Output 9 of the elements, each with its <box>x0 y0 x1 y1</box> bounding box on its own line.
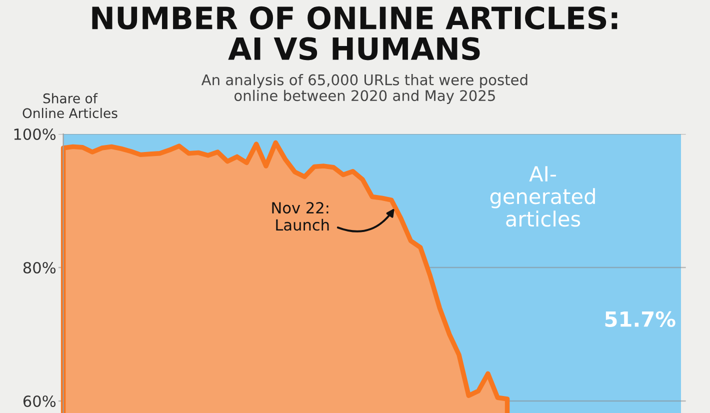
y-tick-label: 80% <box>23 262 56 274</box>
y-tick-label: 60% <box>23 395 56 408</box>
chart-subtitle: An analysis of 65,000 URLs that were posted online between 2020 and May 2025 <box>201 74 528 104</box>
chart-title: NUMBER OF ONLINE ARTICLES: AI VS HUMANS <box>92 6 618 60</box>
y-tick-label: 100% <box>14 128 56 140</box>
annotation: 51.7% <box>605 311 676 327</box>
band-label: AI- generated articles <box>490 166 595 227</box>
annotation: Nov 22: Launch <box>272 202 329 231</box>
y-axis-title: Share of Online Articles <box>22 93 118 118</box>
